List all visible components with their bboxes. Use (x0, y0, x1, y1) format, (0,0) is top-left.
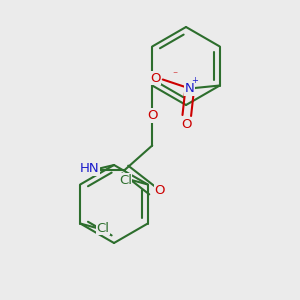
Text: +: + (191, 76, 198, 85)
Text: O: O (150, 71, 160, 85)
Text: HN: HN (80, 161, 99, 175)
Text: Cl: Cl (96, 221, 109, 235)
Text: N: N (185, 82, 195, 95)
Text: ⁻: ⁻ (172, 70, 177, 81)
Text: O: O (147, 109, 158, 122)
Text: O: O (182, 118, 192, 131)
Text: Cl: Cl (119, 173, 132, 187)
Text: O: O (154, 184, 165, 197)
